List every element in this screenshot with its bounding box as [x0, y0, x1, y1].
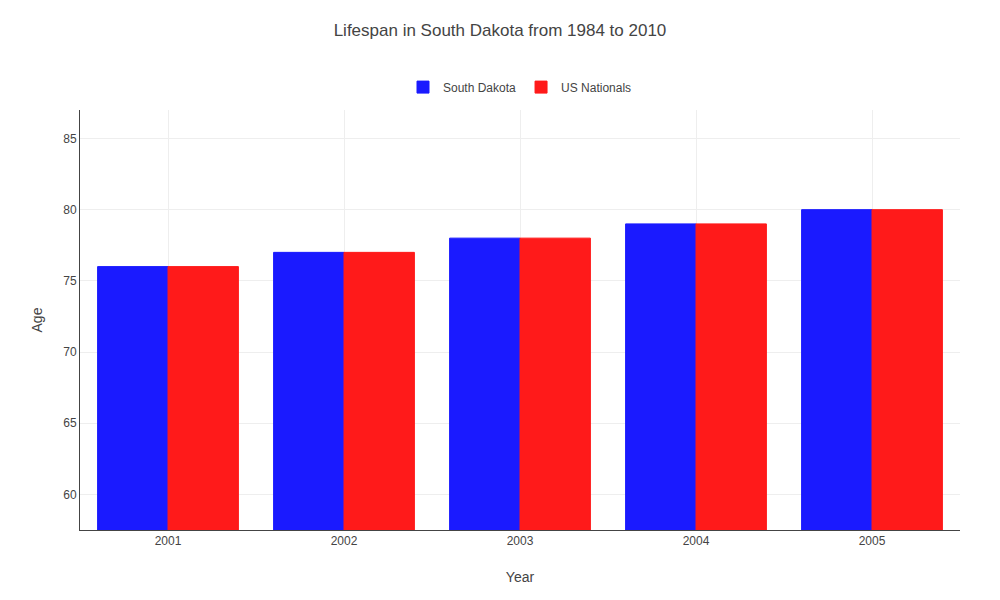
svg-text:75: 75 [63, 274, 77, 288]
svg-text:60: 60 [63, 488, 77, 502]
svg-text:65: 65 [63, 416, 77, 430]
svg-text:2002: 2002 [331, 534, 358, 548]
svg-text:85: 85 [63, 132, 77, 146]
svg-text:South Dakota: South Dakota [443, 81, 516, 95]
svg-text:Lifespan in South Dakota from: Lifespan in South Dakota from 1984 to 20… [334, 21, 667, 40]
svg-text:2005: 2005 [859, 534, 886, 548]
svg-text:2003: 2003 [507, 534, 534, 548]
svg-text:2004: 2004 [683, 534, 710, 548]
svg-text:US Nationals: US Nationals [561, 81, 631, 95]
svg-text:70: 70 [63, 345, 77, 359]
svg-text:2001: 2001 [155, 534, 182, 548]
svg-text:Year: Year [506, 569, 535, 585]
svg-text:Age: Age [29, 307, 45, 332]
svg-text:80: 80 [63, 203, 77, 217]
